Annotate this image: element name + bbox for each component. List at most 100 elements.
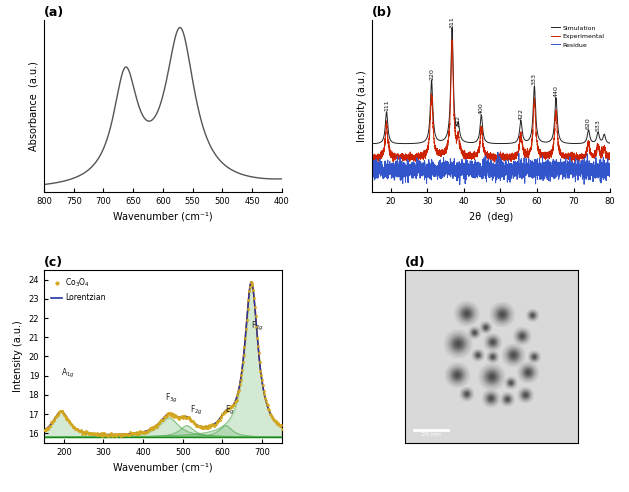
- Point: [69, 423, 79, 431]
- Point: [41, 425, 51, 433]
- Point: [258, 381, 268, 389]
- Residue: [602, 165, 610, 171]
- Point: [235, 376, 245, 384]
- Point: [149, 424, 159, 432]
- Point: [99, 430, 109, 437]
- Point: [183, 413, 193, 421]
- Text: (a): (a): [44, 5, 64, 19]
- Point: [114, 431, 125, 439]
- Point: [53, 411, 63, 419]
- Point: [204, 421, 214, 429]
- Experimental: [606, 154, 614, 160]
- Point: [208, 421, 218, 429]
- Point: [269, 416, 279, 424]
- Point: [166, 410, 176, 418]
- Text: 220: 220: [429, 68, 434, 80]
- Point: [154, 419, 164, 427]
- Point: [273, 419, 283, 427]
- Text: 222: 222: [456, 115, 461, 127]
- Point: [90, 430, 100, 437]
- Point: [108, 430, 118, 438]
- Point: [91, 430, 101, 438]
- Point: [45, 422, 55, 430]
- Point: [133, 430, 143, 438]
- Point: [113, 430, 123, 438]
- Point: [267, 413, 277, 421]
- Point: [78, 428, 88, 435]
- Point: [248, 286, 259, 294]
- Point: [170, 411, 181, 419]
- Point: [103, 432, 113, 440]
- Point: [153, 419, 164, 427]
- Text: 533: 533: [596, 120, 601, 131]
- Point: [165, 409, 175, 417]
- Point: [155, 417, 165, 425]
- Point: [189, 419, 199, 427]
- Point: [102, 431, 112, 439]
- Point: [180, 413, 190, 421]
- Point: [75, 428, 85, 435]
- Simulation: [409, 140, 417, 146]
- Residue: [576, 172, 584, 178]
- Point: [172, 413, 182, 421]
- Point: [121, 430, 131, 438]
- Point: [270, 417, 281, 425]
- Point: [214, 416, 224, 424]
- Point: [213, 418, 223, 426]
- Point: [65, 419, 75, 427]
- Point: [192, 422, 203, 430]
- Point: [48, 418, 58, 426]
- Residue: [494, 149, 502, 155]
- Point: [235, 380, 245, 388]
- Point: [262, 401, 272, 409]
- Point: [245, 283, 255, 291]
- Text: 440: 440: [554, 85, 559, 97]
- Point: [138, 429, 148, 436]
- Point: [72, 425, 82, 432]
- Point: [96, 430, 106, 438]
- Point: [72, 425, 82, 433]
- Point: [240, 334, 250, 342]
- Point: [271, 418, 281, 426]
- Point: [140, 429, 150, 436]
- Point: [192, 422, 202, 430]
- Point: [43, 425, 53, 432]
- Point: [165, 411, 175, 419]
- Point: [252, 334, 262, 341]
- Point: [265, 411, 276, 419]
- Text: 111: 111: [384, 99, 389, 111]
- Point: [163, 409, 173, 417]
- Point: [199, 423, 209, 430]
- Point: [256, 371, 266, 379]
- Point: [92, 430, 103, 437]
- Experimental: [470, 153, 477, 159]
- Point: [209, 422, 220, 430]
- Point: [96, 430, 106, 437]
- Point: [168, 410, 178, 418]
- Point: [190, 420, 200, 428]
- Point: [128, 429, 138, 436]
- Residue: [456, 182, 464, 187]
- Point: [74, 427, 84, 434]
- Point: [53, 410, 64, 418]
- Point: [47, 420, 57, 428]
- Point: [122, 430, 132, 438]
- Point: [206, 421, 216, 429]
- Point: [175, 413, 185, 421]
- Point: [75, 428, 86, 435]
- Point: [223, 405, 233, 413]
- Point: [95, 430, 105, 438]
- Point: [189, 420, 199, 428]
- Point: [80, 428, 90, 436]
- Point: [135, 428, 145, 435]
- Point: [162, 410, 172, 418]
- Line: Residue: Residue: [372, 152, 610, 184]
- Point: [219, 409, 229, 417]
- Point: [160, 413, 170, 421]
- Point: [66, 420, 76, 428]
- Residue: [470, 161, 477, 167]
- Point: [71, 425, 81, 433]
- Point: [51, 413, 61, 421]
- Point: [104, 431, 114, 439]
- Point: [230, 398, 240, 406]
